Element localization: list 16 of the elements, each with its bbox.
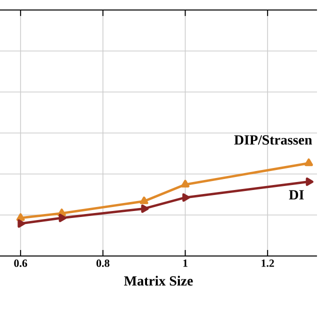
x-tick-label: 1.2	[262, 260, 274, 267]
point	[140, 196, 148, 204]
point	[18, 219, 26, 228]
series-label: DIP/Strassen	[234, 135, 312, 145]
point	[306, 178, 314, 186]
point	[182, 193, 190, 202]
x-tick-label: 1	[183, 260, 188, 267]
series-label: DI	[288, 190, 304, 200]
point	[304, 158, 313, 166]
point	[141, 204, 149, 213]
point	[16, 213, 25, 221]
x-tick-label: 0.6	[14, 260, 28, 267]
point	[58, 214, 66, 222]
x-tick-label: 0.8	[96, 260, 110, 267]
point	[181, 180, 190, 188]
x-axis-title: Matrix Size	[124, 276, 193, 286]
